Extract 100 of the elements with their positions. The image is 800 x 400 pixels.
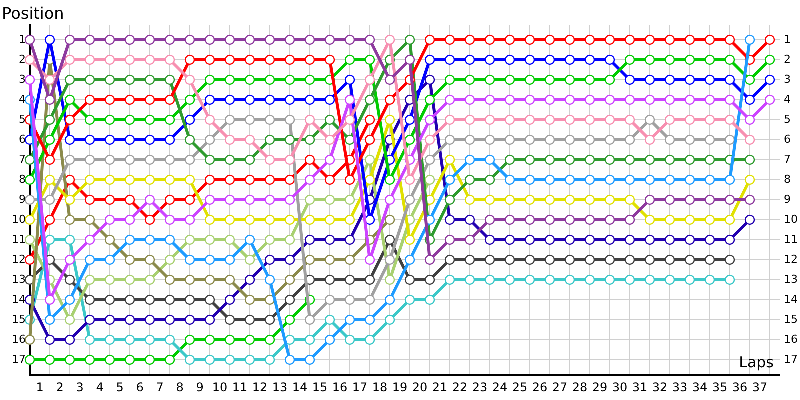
y-tick-label: 14 <box>12 292 26 306</box>
point <box>64 274 76 286</box>
point <box>524 54 536 66</box>
point <box>264 254 276 266</box>
point <box>164 114 176 126</box>
point <box>464 174 476 186</box>
point <box>504 274 516 286</box>
point <box>204 154 216 166</box>
point <box>684 254 696 266</box>
point <box>284 174 296 186</box>
point <box>204 274 216 286</box>
point <box>264 114 276 126</box>
point <box>564 274 576 286</box>
point <box>144 54 156 66</box>
point <box>544 214 556 226</box>
point <box>304 214 316 226</box>
point <box>504 214 516 226</box>
point <box>724 74 736 86</box>
point <box>624 194 636 206</box>
point <box>164 334 176 346</box>
point <box>404 254 416 266</box>
point <box>124 234 136 246</box>
point <box>144 334 156 346</box>
point <box>304 354 316 366</box>
point <box>604 74 616 86</box>
point <box>264 194 276 206</box>
point <box>544 74 556 86</box>
point <box>144 294 156 306</box>
point <box>304 334 316 346</box>
point <box>384 174 396 186</box>
x-tick-label: 34 <box>692 380 708 394</box>
point <box>584 274 596 286</box>
y2-tick-label: 2 <box>784 52 791 66</box>
point <box>284 34 296 46</box>
x-tick-label: 30 <box>612 380 628 394</box>
point <box>664 74 676 86</box>
x-tick-label: 9 <box>196 380 204 394</box>
point <box>384 254 396 266</box>
point <box>244 314 256 326</box>
point <box>484 214 496 226</box>
point <box>524 114 536 126</box>
point <box>124 294 136 306</box>
point <box>364 314 376 326</box>
point <box>104 294 116 306</box>
y2-tick-label: 14 <box>784 292 798 306</box>
point <box>624 274 636 286</box>
point <box>484 114 496 126</box>
point <box>304 174 316 186</box>
point <box>44 154 56 166</box>
x-tick-label: 18 <box>372 380 388 394</box>
y2-tick-label: 8 <box>784 172 791 186</box>
point <box>704 94 716 106</box>
x-tick-label: 3 <box>76 380 84 394</box>
point <box>24 214 36 226</box>
point <box>624 94 636 106</box>
point <box>544 114 556 126</box>
point <box>324 34 336 46</box>
point <box>64 54 76 66</box>
point <box>144 354 156 366</box>
point <box>444 134 456 146</box>
point <box>504 74 516 86</box>
point <box>204 74 216 86</box>
x-tick-label: 10 <box>212 380 228 394</box>
point <box>224 114 236 126</box>
y-tick-label: 9 <box>19 192 26 206</box>
point <box>44 194 56 206</box>
point <box>104 34 116 46</box>
point <box>624 74 636 86</box>
y2-tick-label: 5 <box>784 112 791 126</box>
point <box>664 154 676 166</box>
point <box>84 334 96 346</box>
point <box>524 34 536 46</box>
point <box>104 314 116 326</box>
point <box>284 94 296 106</box>
point <box>664 254 676 266</box>
point <box>764 94 776 106</box>
point <box>104 194 116 206</box>
point <box>244 274 256 286</box>
point <box>164 174 176 186</box>
point <box>564 114 576 126</box>
x-tick-label: 1 <box>36 380 44 394</box>
point <box>244 114 256 126</box>
point <box>24 54 36 66</box>
point <box>164 214 176 226</box>
point <box>524 214 536 226</box>
point <box>264 134 276 146</box>
point <box>204 214 216 226</box>
point <box>184 254 196 266</box>
point <box>704 74 716 86</box>
point <box>224 254 236 266</box>
point <box>264 334 276 346</box>
point <box>344 274 356 286</box>
point <box>704 254 716 266</box>
point <box>304 114 316 126</box>
point <box>744 114 756 126</box>
point <box>184 114 196 126</box>
point <box>444 54 456 66</box>
point <box>204 234 216 246</box>
point <box>284 214 296 226</box>
point <box>244 294 256 306</box>
